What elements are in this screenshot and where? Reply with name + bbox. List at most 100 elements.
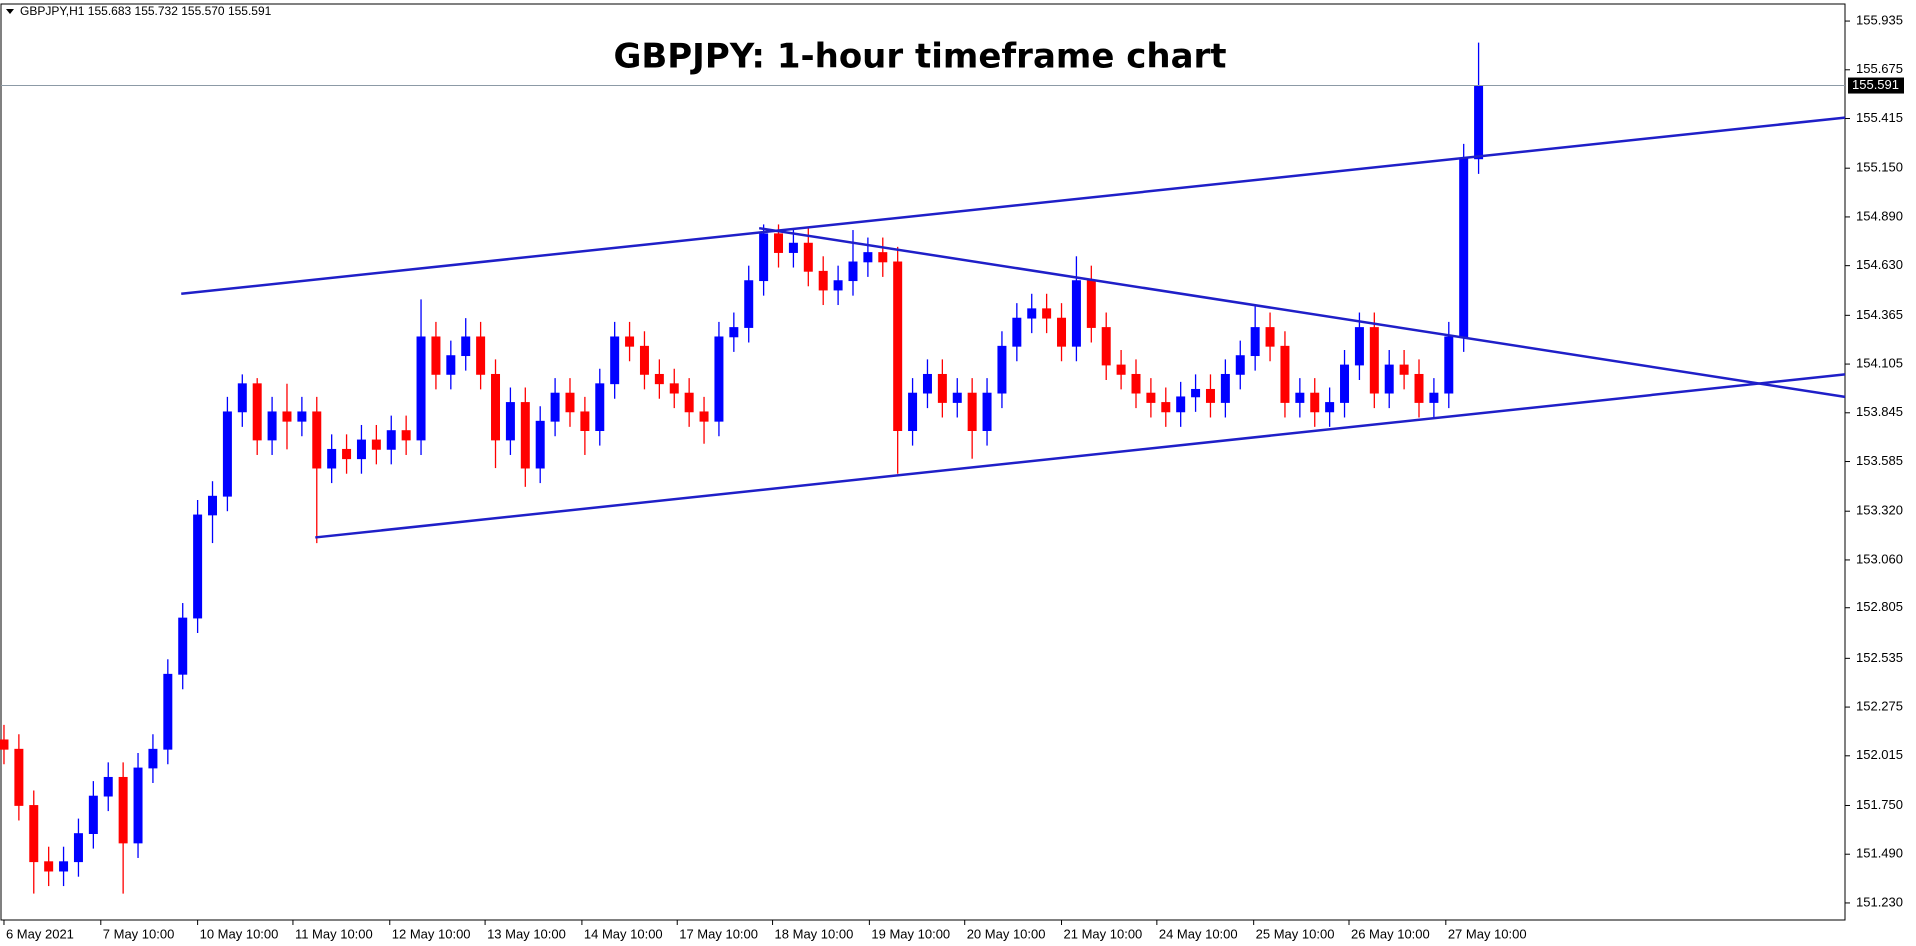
x-tick-label: 18 May 10:00 bbox=[775, 926, 854, 941]
candle-body bbox=[595, 383, 605, 432]
candle-body bbox=[1384, 364, 1394, 394]
y-tick-label: 154.890 bbox=[1856, 208, 1903, 223]
trendline bbox=[758, 226, 1846, 399]
y-tick-label: 152.535 bbox=[1856, 650, 1903, 665]
candle-body bbox=[1250, 327, 1260, 357]
candle-body bbox=[1057, 317, 1067, 347]
x-tick-label: 12 May 10:00 bbox=[392, 926, 471, 941]
candle-body bbox=[1280, 345, 1290, 403]
x-tick-label: 11 May 10:00 bbox=[295, 926, 373, 941]
last-price-label: 155.591 bbox=[1852, 77, 1899, 92]
candle-body bbox=[639, 345, 649, 375]
x-tick-label: 6 May 2021 bbox=[6, 926, 74, 941]
y-tick-label: 153.585 bbox=[1856, 453, 1903, 468]
candle-body bbox=[505, 402, 515, 441]
candle-body bbox=[237, 383, 247, 413]
y-tick-label: 152.275 bbox=[1856, 699, 1903, 714]
candle-body bbox=[774, 233, 784, 253]
candle-body bbox=[669, 383, 679, 394]
candle-body bbox=[14, 748, 24, 806]
y-tick-label: 153.845 bbox=[1856, 404, 1903, 419]
candle-body bbox=[1042, 308, 1052, 319]
header-quote: GBPJPY,H1 155.683 155.732 155.570 155.59… bbox=[20, 4, 272, 18]
candle-body bbox=[684, 392, 694, 413]
candle-body bbox=[893, 261, 903, 432]
candle-body bbox=[148, 748, 158, 769]
candle-body bbox=[222, 411, 232, 497]
candle-body bbox=[967, 392, 977, 432]
candle-body bbox=[1161, 402, 1171, 413]
x-tick-label: 13 May 10:00 bbox=[487, 926, 566, 941]
candle-body bbox=[803, 242, 813, 272]
candle-body bbox=[848, 261, 858, 282]
y-tick-label: 155.415 bbox=[1856, 110, 1903, 125]
candle-body bbox=[550, 392, 560, 422]
plot-frame bbox=[0, 3, 1846, 921]
candle-body bbox=[133, 767, 143, 844]
candle-body bbox=[1414, 373, 1424, 403]
candle-body bbox=[491, 373, 501, 441]
candle-body bbox=[1205, 388, 1215, 403]
candle-body bbox=[44, 861, 54, 872]
candle-body bbox=[580, 411, 590, 432]
x-tick-label: 24 May 10:00 bbox=[1159, 926, 1238, 941]
candle-body bbox=[997, 345, 1007, 394]
candle-body bbox=[267, 411, 277, 441]
y-tick-label: 155.935 bbox=[1856, 12, 1903, 27]
candle-body bbox=[982, 392, 992, 432]
y-tick-label: 155.675 bbox=[1856, 61, 1903, 76]
candle-body bbox=[1325, 402, 1335, 413]
candle-body bbox=[342, 448, 352, 460]
candle-body bbox=[1429, 392, 1439, 403]
candle-body bbox=[1101, 327, 1111, 366]
candle-body bbox=[788, 242, 798, 253]
candle-body bbox=[282, 411, 292, 422]
candle-body bbox=[863, 252, 873, 263]
y-tick-label: 153.320 bbox=[1856, 503, 1903, 518]
candle-body bbox=[922, 373, 932, 394]
candle-body bbox=[1235, 355, 1245, 375]
y-tick-label: 152.805 bbox=[1856, 599, 1903, 614]
candle-body bbox=[327, 448, 337, 469]
candle-body bbox=[714, 336, 724, 422]
candle-body bbox=[1310, 392, 1320, 413]
candle-body bbox=[1340, 364, 1350, 403]
x-tick-label: 25 May 10:00 bbox=[1256, 926, 1335, 941]
candle-body bbox=[1176, 396, 1186, 413]
last-price-box bbox=[1848, 77, 1904, 94]
candle-body bbox=[0, 739, 9, 750]
candle-body bbox=[371, 439, 381, 450]
candle-body bbox=[401, 430, 411, 441]
candle-body bbox=[1444, 336, 1454, 394]
candle-body bbox=[88, 795, 98, 834]
candle-body bbox=[29, 805, 39, 863]
candle-body bbox=[1354, 327, 1364, 366]
y-tick-label: 152.015 bbox=[1856, 747, 1903, 762]
candle-body bbox=[699, 411, 709, 422]
candle-body bbox=[297, 411, 307, 422]
candle-body bbox=[1012, 317, 1022, 347]
candle-body bbox=[1399, 364, 1409, 375]
candle-body bbox=[1295, 392, 1305, 403]
candle-body bbox=[1459, 158, 1469, 338]
candle-body bbox=[952, 392, 962, 403]
x-tick-label: 21 May 10:00 bbox=[1064, 926, 1143, 941]
candle-body bbox=[1191, 388, 1201, 398]
candle-body bbox=[312, 411, 322, 469]
x-tick-label: 27 May 10:00 bbox=[1448, 926, 1527, 941]
candle-body bbox=[431, 336, 441, 375]
candle-body bbox=[729, 327, 739, 338]
y-tick-label: 151.230 bbox=[1856, 894, 1903, 909]
candle-body bbox=[1116, 364, 1126, 375]
candle-body bbox=[1146, 392, 1156, 403]
x-tick-label: 17 May 10:00 bbox=[679, 926, 758, 941]
y-tick-label: 154.630 bbox=[1856, 257, 1903, 272]
candle-body bbox=[208, 495, 218, 516]
y-tick-label: 154.105 bbox=[1856, 356, 1903, 371]
y-tick-label: 151.490 bbox=[1856, 846, 1903, 861]
y-tick-label: 155.150 bbox=[1856, 160, 1903, 175]
candle-body bbox=[833, 280, 843, 291]
trendline bbox=[315, 373, 1846, 539]
